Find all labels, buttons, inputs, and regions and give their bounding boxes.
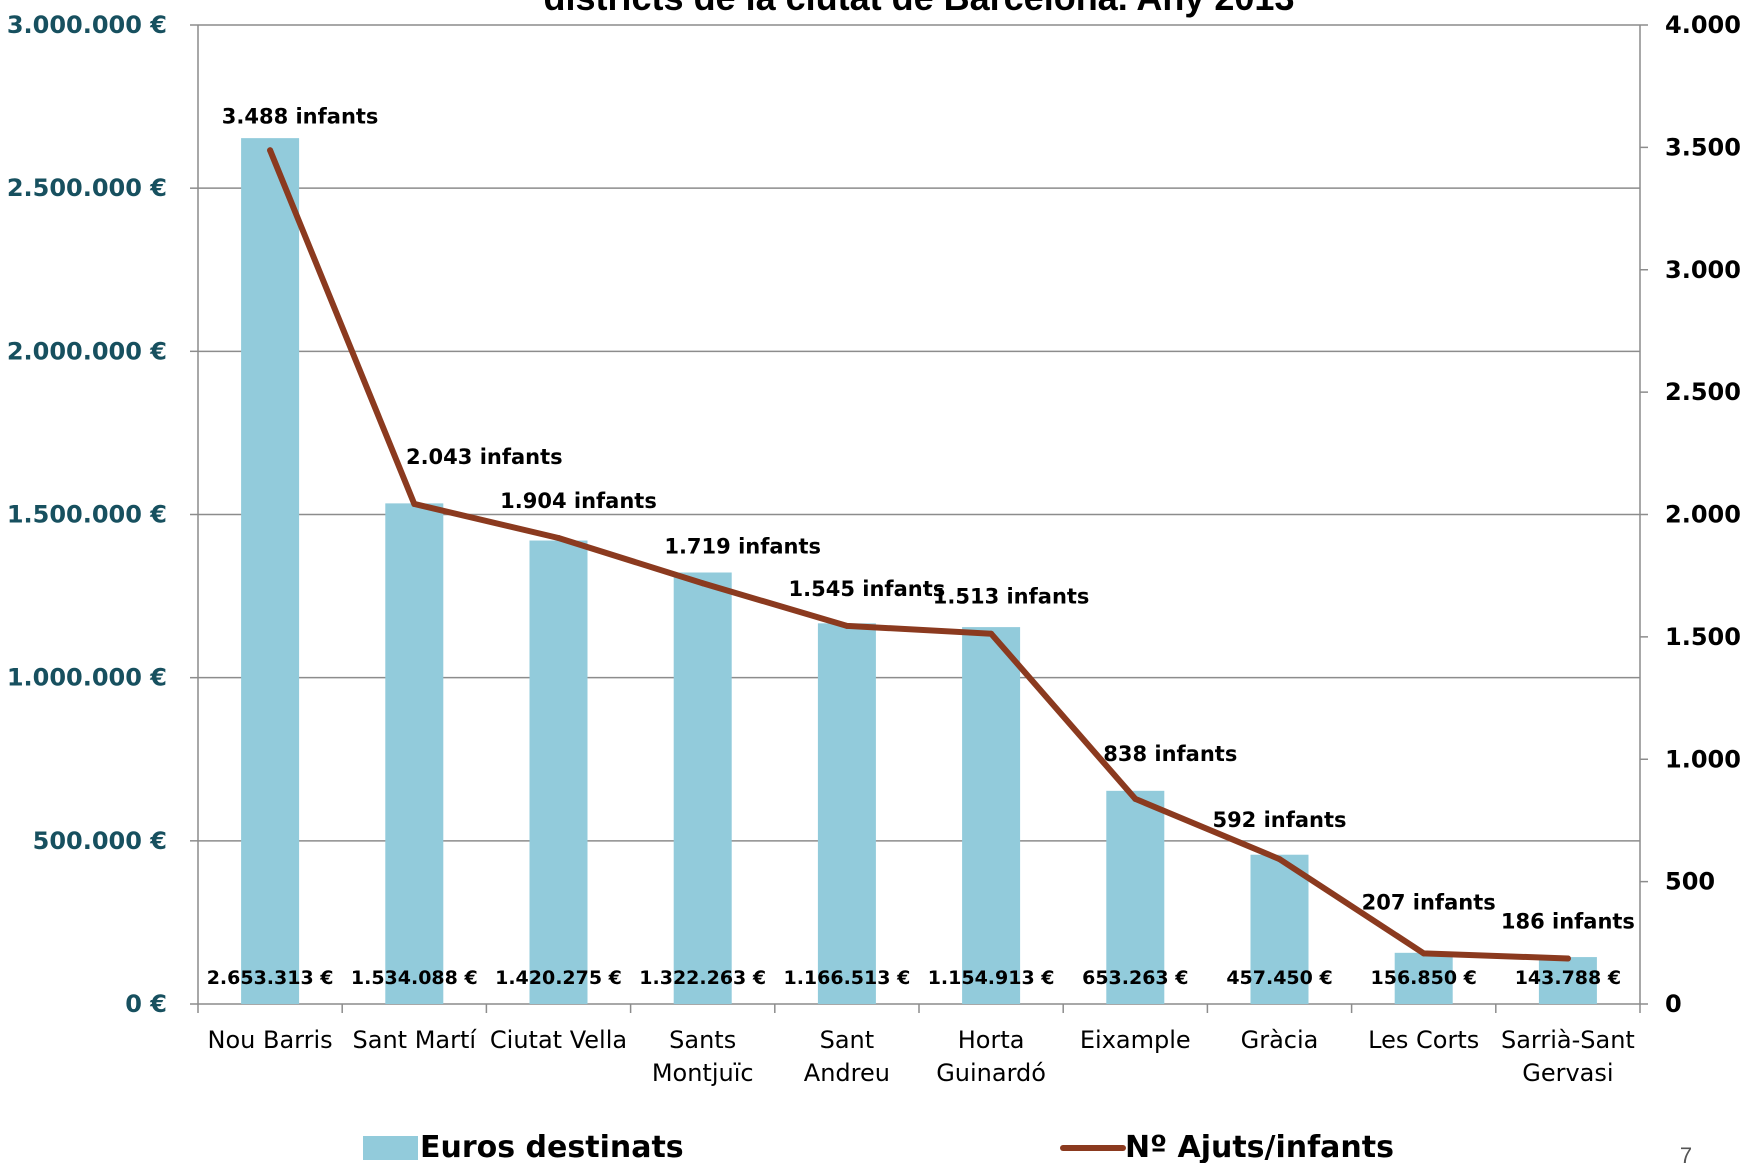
category-label: Montjuïc <box>652 1059 754 1087</box>
line-data-label: 207 infants <box>1362 890 1496 914</box>
y-right-tick-label: 2.500 <box>1665 378 1741 406</box>
bar-data-label: 1.534.088 € <box>351 967 478 989</box>
bar <box>1394 952 1453 1004</box>
y-right-tick-label: 2.000 <box>1665 501 1741 529</box>
line-point <box>1132 795 1139 802</box>
bar <box>817 623 876 1004</box>
line-data-label: 1.904 infants <box>500 489 657 513</box>
legend-label-ajuts: Nº Ajuts/infants <box>1125 1130 1394 1163</box>
bar <box>241 138 300 1005</box>
line-point <box>1420 950 1427 957</box>
category-label: Gràcia <box>1241 1026 1319 1054</box>
line-point <box>699 580 706 587</box>
bar-data-label: 1.420.275 € <box>495 967 622 989</box>
category-label: Andreu <box>804 1059 890 1087</box>
line-data-label: 592 infants <box>1212 808 1346 832</box>
y-left-tick-label: 1.000.000 € <box>7 664 167 692</box>
legend-swatch-euros <box>363 1136 418 1160</box>
y-left-tick-label: 0 € <box>125 990 167 1018</box>
y-left-tick-label: 2.000.000 € <box>7 337 167 365</box>
y-right-tick-label: 1.500 <box>1665 623 1741 651</box>
category-label: Les Corts <box>1368 1026 1479 1054</box>
bar-data-label: 1.166.513 € <box>783 967 910 989</box>
line-data-label: 3.488 infants <box>222 104 379 128</box>
bar-data-label: 2.653.313 € <box>207 967 334 989</box>
y-right-tick-label: 3.000 <box>1665 256 1741 284</box>
category-label: Eixample <box>1080 1026 1191 1054</box>
y-right-tick-label: 4.000 <box>1665 11 1741 39</box>
y-left-tick-label: 2.500.000 € <box>7 174 167 202</box>
line-point <box>988 630 995 637</box>
bar <box>962 627 1021 1004</box>
category-label: Guinardó <box>936 1059 1046 1087</box>
bar <box>1106 790 1165 1004</box>
category-label: Sant <box>820 1026 875 1054</box>
line-data-label: 186 infants <box>1501 909 1635 933</box>
legend-label-euros: Euros destinats <box>420 1130 684 1163</box>
y-left-tick-label: 1.500.000 € <box>7 501 167 529</box>
bar-data-label: 1.154.913 € <box>928 967 1055 989</box>
bar <box>385 503 444 1004</box>
bar-data-label: 653.263 € <box>1082 967 1188 989</box>
y-left-tick-label: 3.000.000 € <box>7 11 167 39</box>
line-point <box>1276 856 1283 863</box>
line-point <box>843 622 850 629</box>
category-label: Sants <box>669 1026 736 1054</box>
line-point <box>411 500 418 507</box>
bar <box>673 572 732 1004</box>
line-data-label: 1.513 infants <box>933 585 1090 609</box>
bar-data-label: 457.450 € <box>1226 967 1332 989</box>
bar-data-label: 1.322.263 € <box>639 967 766 989</box>
category-label: Nou Barris <box>208 1026 333 1054</box>
page-number: 7 <box>1680 1143 1692 1163</box>
line-point <box>555 534 562 541</box>
bar-data-label: 156.850 € <box>1371 967 1477 989</box>
y-right-tick-label: 500 <box>1665 868 1715 896</box>
line-data-label: 838 infants <box>1103 742 1237 766</box>
bar <box>529 540 588 1004</box>
category-label: Sant Martí <box>353 1026 478 1054</box>
y-right-tick-label: 3.500 <box>1665 133 1741 161</box>
line-data-label: 1.545 infants <box>789 577 946 601</box>
y-right-tick-label: 0 <box>1665 990 1682 1018</box>
y-right-tick-label: 1.000 <box>1665 745 1741 773</box>
line-data-label: 2.043 infants <box>406 445 563 469</box>
line-point <box>267 147 274 154</box>
y-left-tick-label: 500.000 € <box>33 827 167 855</box>
line-point <box>1564 955 1571 962</box>
line-data-label: 1.719 infants <box>664 534 821 558</box>
bar <box>1250 854 1309 1004</box>
bar <box>1538 957 1597 1004</box>
category-label: Ciutat Vella <box>490 1026 627 1054</box>
bar-data-label: 143.788 € <box>1515 967 1621 989</box>
category-label: Sarrià-Sant <box>1501 1026 1635 1054</box>
chart-title: districts de la ciutat de Barcelona. Any… <box>544 0 1295 18</box>
category-label: Gervasi <box>1522 1059 1613 1087</box>
category-label: Horta <box>958 1026 1025 1054</box>
line-series-ajuts <box>267 147 1571 962</box>
